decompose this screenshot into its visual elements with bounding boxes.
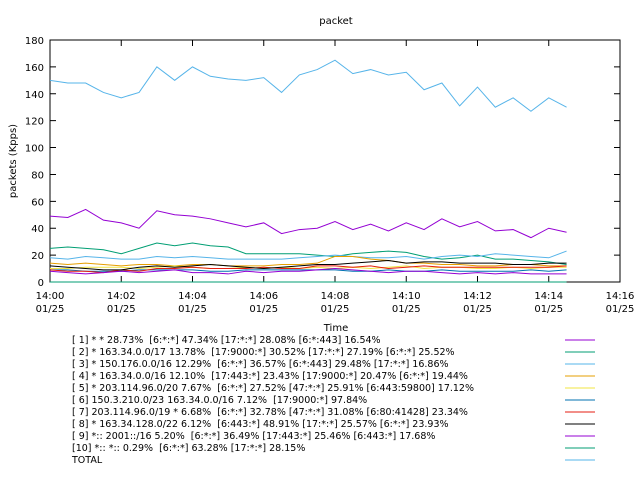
legend-label: [ 1] * * 28.73% [6:*:*] 47.34% [17:*:*] … (72, 335, 381, 346)
y-tick-label: 0 (38, 278, 44, 289)
y-tick-label: 140 (25, 90, 44, 101)
series-line (49, 259, 567, 271)
series-line (49, 208, 567, 239)
y-tick-label: 60 (31, 197, 44, 208)
y-tick-label: 80 (31, 170, 44, 181)
x-tick-label: 14:12 01/25 (463, 291, 492, 315)
series-line (50, 269, 567, 272)
legend-label: TOTAL (71, 455, 103, 466)
legend-label: [ 7] 203.114.96.0/19 * 6.68% [6:*:*] 32.… (72, 407, 468, 418)
chart-title: packet (319, 16, 353, 27)
x-tick-label: 14:04 01/25 (178, 291, 207, 315)
legend-label: [ 5] * 203.114.96.0/20 7.67% [6:*:*] 27.… (72, 383, 474, 394)
series-line (49, 255, 567, 267)
series-line (49, 265, 567, 274)
x-tick-label: 14:06 01/25 (249, 291, 278, 315)
y-axis-label: packets (Kpps) (8, 124, 19, 198)
y-tick-label: 100 (25, 144, 44, 155)
y-tick-label: 20 (31, 251, 44, 262)
y-tick-label: 40 (31, 224, 44, 235)
x-axis-label: Time (323, 323, 348, 334)
x-tick-label: 14:08 01/25 (321, 291, 350, 315)
legend-label: [ 4] * 163.34.0.0/16 12.10% [17:443:*] 2… (72, 371, 468, 382)
series-line (49, 250, 567, 260)
series-line (49, 59, 567, 112)
legend-label: [ 6] 150.3.210.0/23 163.34.0.0/16 7.12% … (72, 395, 367, 406)
y-tick-label: 180 (25, 36, 44, 47)
legend-label: [ 3] * 150.176.0.0/16 12.29% [6:*:*] 36.… (72, 359, 449, 370)
x-tick-label: 14:10 01/25 (392, 291, 421, 315)
legend-label: [ 2] * 163.34.0.0/17 13.78% [17:9000:*] … (72, 347, 455, 358)
y-tick-label: 120 (25, 117, 44, 128)
series-line (50, 265, 567, 270)
series-line (49, 268, 567, 275)
legend-label: [ 9] *:: 2001::/16 5.20% [6:*:*] 36.49% … (72, 431, 435, 442)
legend-label: [10] *:: *:: 0.29% [6:*:*] 63.28% [17:*:… (72, 443, 305, 454)
x-tick-label: 14:00 01/25 (36, 291, 65, 315)
x-tick-label: 14:02 01/25 (107, 291, 136, 315)
y-tick-label: 160 (25, 63, 44, 74)
legend-label: [ 8] * 163.34.128.0/22 6.12% [6:443:*] 4… (72, 419, 449, 430)
x-tick-label: 14:16 01/25 (606, 291, 635, 315)
x-tick-label: 14:14 01/25 (534, 291, 563, 315)
